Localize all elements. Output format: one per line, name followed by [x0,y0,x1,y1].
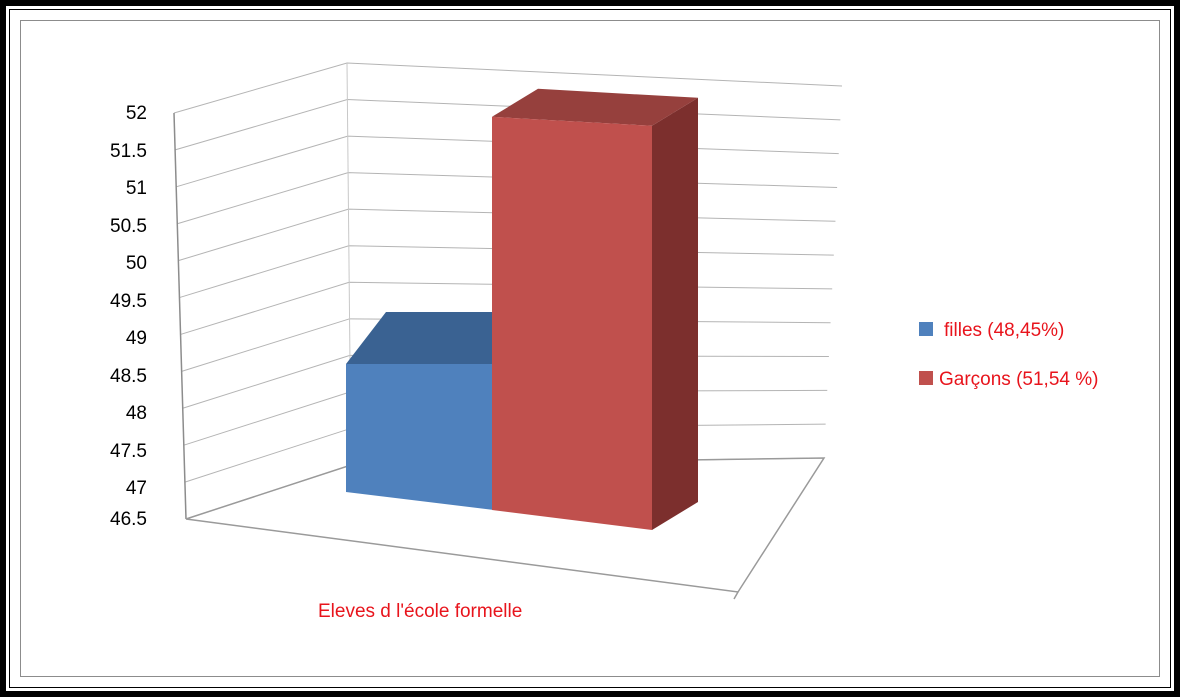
y-tick-label: 52 [126,103,147,124]
bar-top-face [492,88,698,126]
bar-garcons [492,88,698,531]
left-wall-edge [173,112,187,520]
bar-side-face [652,97,698,531]
legend-label-filles: filles (48,45%) [944,320,1064,341]
legend-label-garcons: Garçons (51,54 %) [939,369,1098,390]
floor-tick-right [733,591,739,600]
bar-top-face [346,312,494,364]
y-tick-label: 49 [126,328,147,349]
y-tick-label: 51.5 [110,141,147,162]
y-tick-label: 47.5 [110,441,147,462]
y-tick-labels: 52 51.5 51 50.5 50 49.5 49 48.5 48 47.5 … [110,103,147,530]
legend-swatch-filles [919,322,933,336]
y-tick-label: 48.5 [110,366,147,387]
bar-filles [346,312,494,510]
y-tick-label: 46.5 [110,509,147,530]
y-tick-label: 50 [126,253,147,274]
chart-area-border [20,20,1160,677]
gridline [173,62,843,114]
x-axis-category-label: Eleves d l'école formelle [318,601,522,622]
floor-outline [185,457,826,593]
bars [346,88,698,531]
inner-frame-line [9,9,1171,688]
y-tick-label: 47 [126,478,147,499]
y-tick-label: 51 [126,178,147,199]
bar-front-face [346,364,494,510]
y-tick-label: 49.5 [110,291,147,312]
bar-front-face [492,116,652,531]
y-tick-label: 48 [126,403,147,424]
legend: filles (48,45%) Garçons (51,54 %) [919,320,1098,390]
legend-swatch-garcons [919,371,933,385]
y-tick-label: 50.5 [110,216,147,237]
